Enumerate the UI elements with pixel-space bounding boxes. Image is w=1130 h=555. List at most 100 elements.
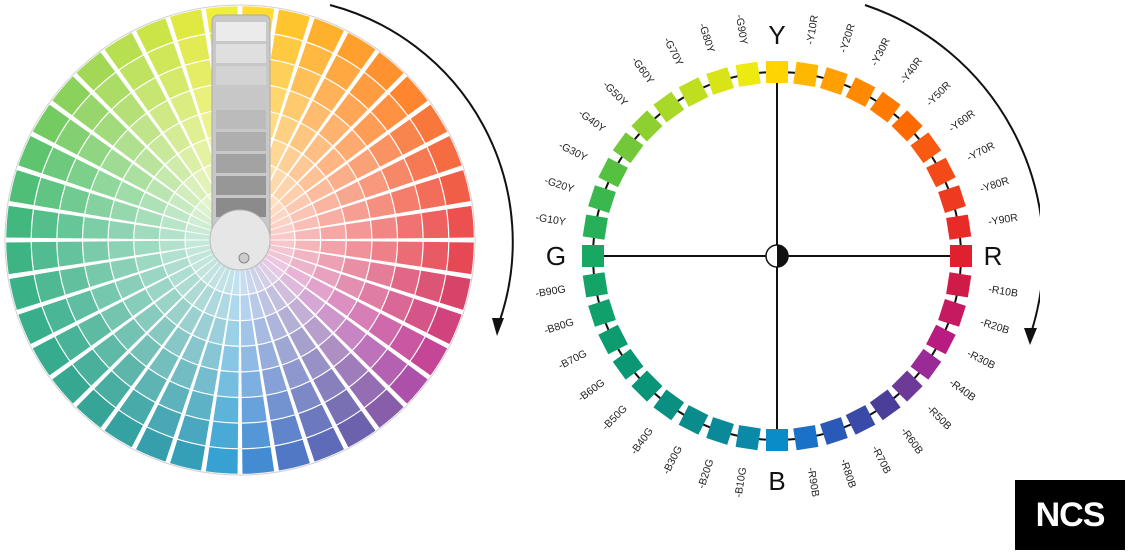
hue-swatch	[891, 110, 923, 142]
fan-swatch	[208, 264, 227, 289]
hue-swatch	[910, 348, 942, 380]
fan-swatch	[364, 389, 404, 428]
fan-grey-swatch	[216, 88, 266, 107]
fan-swatch	[119, 55, 155, 91]
hue-swatch	[845, 405, 876, 435]
hue-step-label: -G90Y	[733, 14, 750, 46]
fan-swatch	[253, 264, 272, 289]
fan-swatch	[175, 183, 201, 207]
hue-swatch	[820, 417, 848, 445]
fan-swatch	[421, 209, 449, 239]
fan-swatch	[170, 358, 198, 389]
fan-swatch	[265, 139, 287, 168]
fan-swatch	[334, 130, 366, 162]
fan-swatch	[201, 261, 223, 284]
hue-swatch	[910, 132, 942, 164]
fan-swatch	[421, 241, 449, 271]
hue-step-label: -B80G	[543, 316, 576, 337]
fan-swatch	[317, 253, 345, 272]
fan-grey-swatch	[216, 110, 266, 129]
fan-swatch	[9, 170, 41, 206]
fan-grey-swatch	[216, 22, 266, 41]
fan-swatch	[31, 241, 59, 271]
fan-swatch	[166, 298, 192, 325]
fan-swatch	[114, 318, 146, 350]
fan-swatch	[177, 415, 210, 446]
hue-step-label: -G80Y	[696, 22, 717, 55]
fan-swatch	[18, 136, 53, 174]
hue-step-label: -G50Y	[600, 79, 630, 109]
fan-swatch	[270, 415, 303, 446]
fan-swatch	[282, 358, 310, 389]
axis-label-top: Y	[768, 20, 785, 50]
fan-swatch	[447, 205, 474, 238]
fan-swatch	[390, 185, 420, 214]
fan-swatch	[240, 269, 248, 295]
fan-swatch	[216, 293, 231, 319]
fan-swatch	[78, 313, 112, 346]
fan-swatch	[318, 114, 350, 146]
fan-swatch	[295, 240, 321, 252]
fan-swatch	[72, 349, 109, 386]
fan-swatch	[149, 100, 179, 132]
fan-swatch	[178, 306, 203, 334]
fan-swatch	[240, 295, 252, 321]
fan-swatch	[193, 169, 215, 195]
hue-swatch	[612, 348, 644, 380]
fan-swatch	[209, 421, 239, 449]
fan-swatch	[290, 66, 322, 99]
fan-swatch	[177, 34, 210, 65]
fan-swatch	[298, 404, 333, 438]
fan-swatch	[115, 274, 145, 299]
fan-swatch	[439, 170, 471, 206]
fan-swatch	[289, 327, 317, 357]
fan-swatch	[134, 368, 167, 402]
fan-swatch	[158, 66, 190, 99]
fan-swatch	[288, 298, 314, 325]
fan-swatch	[334, 93, 368, 128]
hue-swatch	[678, 405, 709, 435]
fan-swatch	[83, 241, 109, 263]
fan-swatch	[396, 241, 423, 267]
fan-swatch	[170, 91, 198, 122]
fan-swatch	[345, 220, 372, 239]
fan-swatch	[34, 270, 65, 303]
fan-swatch	[205, 447, 238, 474]
fan-swatch	[119, 389, 155, 425]
fan-swatch	[289, 123, 317, 153]
fan-swatch	[78, 134, 112, 167]
fan-swatch	[303, 134, 332, 164]
fan-swatch	[208, 317, 227, 345]
fan-swatch	[149, 348, 179, 380]
fan-swatch	[266, 249, 292, 265]
fan-swatch	[135, 208, 163, 227]
fan-swatch	[257, 289, 276, 316]
fan-swatch	[341, 257, 370, 280]
fan-swatch	[52, 76, 91, 116]
hue-swatch	[869, 91, 901, 123]
fan-swatch	[57, 213, 84, 239]
fan-swatch	[108, 220, 135, 239]
fan-swatch	[253, 317, 272, 345]
fan-swatch	[301, 348, 331, 380]
fan-swatch	[42, 147, 76, 182]
hue-step-label: -R20B	[979, 316, 1011, 337]
fan-swatch	[265, 312, 287, 341]
fan-swatch	[298, 42, 333, 76]
fan-swatch	[104, 410, 143, 448]
fan-swatch	[241, 345, 260, 372]
fan-swatch	[185, 232, 211, 240]
hue-swatch	[946, 214, 972, 240]
fan-swatch	[42, 298, 76, 333]
fan-swatch	[325, 389, 361, 425]
hue-swatch	[598, 324, 628, 355]
fan-swatch	[215, 266, 231, 292]
fan-swatch	[76, 52, 116, 91]
fan-swatch	[265, 169, 287, 195]
fan-swatch	[91, 282, 122, 310]
fan-swatch	[290, 381, 322, 414]
fan-grey-swatch	[216, 44, 266, 63]
fan-swatch	[396, 213, 423, 239]
hue-swatch	[653, 91, 685, 123]
fan-swatch	[274, 9, 310, 41]
